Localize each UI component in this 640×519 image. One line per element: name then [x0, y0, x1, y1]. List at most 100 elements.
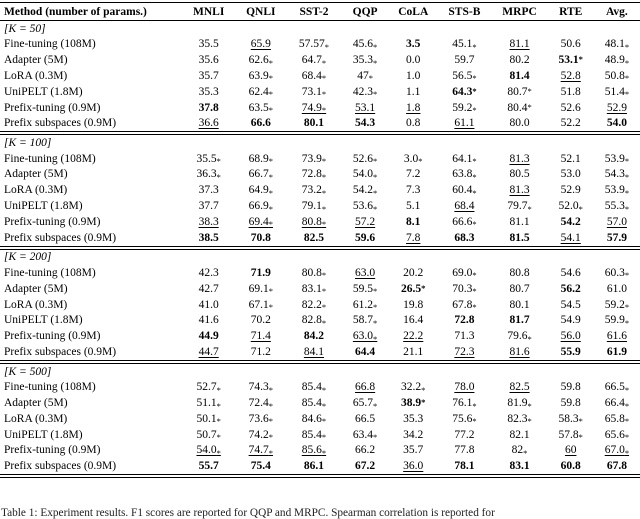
table-row: LoRA (0.3M) 37.3 64.9* 73.2* 54.2* 7.3 60.4* 81…: [0, 182, 640, 198]
score-cell: 61.0: [594, 281, 640, 297]
score-cell: 36.6: [183, 115, 235, 131]
column-header-mnli: MNLI: [182, 2, 235, 21]
cell-value: 75.6*: [452, 412, 477, 427]
score-cell: 52.6: [548, 100, 594, 116]
section-label: [K = 100]: [4, 137, 52, 150]
subscript-star: *: [216, 156, 221, 167]
section-row: [K = 500]: [0, 364, 640, 380]
cell-value: 81.1: [509, 215, 530, 228]
column-header-rte: RTE: [547, 2, 594, 21]
table-row: Fine-tuning (108M) 35.5* 68.9* 73.9* 52.6* 3.…: [0, 151, 640, 167]
subscript-star: *: [624, 400, 630, 411]
subscript-star: *: [523, 447, 528, 458]
double-rule-line: [0, 359, 640, 364]
score-cell: 73.9*: [287, 151, 341, 167]
cell-value: 42.7: [198, 282, 219, 295]
score-cell: 50.6: [548, 37, 594, 53]
cell-value: 77.8: [454, 444, 475, 457]
table-row: Adapter (5M) 42.7 69.1* 83.1* 59.5* 26.5* 70.3…: [0, 281, 640, 297]
cell-value: 66.5: [355, 412, 376, 425]
cell-value: 35.6: [198, 54, 219, 67]
table-row: Prefix subspaces (0.9M) 44.7 71.2 84.1 64.4 2…: [0, 344, 640, 360]
subscript-star: *: [216, 400, 221, 411]
score-cell: 38.5: [183, 230, 235, 246]
cell-value: 50.8*: [604, 69, 630, 84]
subscript-star: *: [321, 105, 327, 116]
table-row: Prefix subspaces (0.9M) 36.6 66.6 80.1 54.3 0…: [0, 115, 640, 131]
cell-value: 35.5*: [196, 152, 221, 167]
score-cell: 80.5: [491, 167, 547, 183]
score-cell: 83.1*: [287, 281, 341, 297]
score-cell: 59.8: [548, 395, 594, 411]
cell-value: 63.0: [355, 266, 376, 279]
score-cell: 35.7: [183, 68, 235, 84]
subscript-star: *: [368, 73, 373, 84]
cell-value: 52.1: [560, 152, 581, 165]
score-cell: 80.8*: [287, 214, 341, 230]
score-cell: 65.6*: [594, 427, 640, 443]
score-cell: 44.7: [183, 344, 235, 360]
cell-value: 8.1: [406, 215, 421, 228]
subscript-star: *: [321, 89, 327, 100]
method-label: Prefix subspaces (0.9M): [4, 460, 117, 473]
cell-value: 50.7*: [196, 428, 221, 443]
cell-value: 44.7: [198, 345, 219, 358]
score-cell: 74.9*: [287, 100, 341, 116]
cell-value: 75.4: [250, 460, 271, 473]
cell-value: 38.3: [198, 215, 219, 228]
subscript-star: *: [373, 203, 378, 214]
cell-value: 45.6*: [352, 38, 378, 52]
score-cell: 52.2: [548, 115, 594, 131]
method-label: Prefix-tuning (0.9M): [4, 330, 101, 343]
score-cell: 42.3*: [341, 84, 389, 100]
cell-value: 61.6: [606, 330, 627, 343]
cell-value: 64.9*: [248, 184, 273, 198]
table-row: UniPELT (1.8M) 41.6 70.2 82.8* 58.7* 16.4 72.8…: [0, 312, 640, 328]
cell-value: 67.1*: [248, 298, 273, 313]
cell-value: 57.9: [606, 231, 627, 244]
cell-value: 55.3*: [604, 200, 630, 214]
subscript-star: *: [578, 416, 583, 427]
cell-value: 80.4*: [507, 101, 532, 114]
subscript-star: *: [624, 447, 630, 458]
method-label: Fine-tuning (108M): [4, 266, 96, 279]
subscript-star: *: [373, 302, 378, 313]
cell-value: 80.1: [303, 117, 325, 130]
score-cell: 57.2: [341, 214, 389, 230]
score-cell: 65.7*: [341, 395, 389, 411]
cell-value: 80.2: [509, 54, 530, 67]
cell-value: 36.3*: [196, 168, 221, 182]
cell-value: 26.5*: [401, 282, 426, 295]
score-cell: 75.6*: [437, 411, 491, 427]
score-cell: 81.6: [491, 344, 547, 360]
cell-value: 54.1: [560, 231, 581, 244]
cell-value: 53.6*: [352, 200, 378, 214]
score-cell: 69.0*: [437, 265, 491, 281]
score-cell: 80.7*: [491, 84, 547, 100]
cell-value: 50.6: [560, 38, 581, 51]
cell-value: 66.5*: [604, 381, 630, 395]
cell-value: 35.3*: [352, 54, 378, 68]
cell-value: 20.2: [403, 266, 424, 279]
subscript-star: *: [624, 317, 630, 328]
score-cell: 60: [548, 443, 594, 459]
score-cell: 81.7: [491, 312, 547, 328]
score-cell: 82.1: [491, 427, 547, 443]
section-label: [K = 200]: [4, 251, 52, 264]
score-cell: 81.3: [491, 151, 547, 167]
table-row: Adapter (5M) 35.6 62.6* 64.7* 35.3* 0.0 59.7 80…: [0, 52, 640, 68]
subscript-star: *: [373, 57, 378, 68]
column-header-qqp: QQP: [341, 2, 390, 21]
cell-value: 51.4*: [604, 85, 630, 100]
subscript-star: *: [472, 286, 477, 297]
method-label: Prefix subspaces (0.9M): [4, 117, 117, 130]
score-cell: 82.5: [491, 379, 547, 395]
cell-value: 74.3*: [248, 381, 273, 395]
superscript-star: *: [578, 54, 583, 65]
score-cell: 61.1: [437, 115, 491, 131]
score-cell: 80.7: [491, 281, 547, 297]
score-cell: 68.4: [437, 198, 491, 214]
cell-value: 68.9*: [248, 152, 273, 167]
column-header-avg: Avg.: [593, 2, 640, 21]
score-cell: 78.1: [437, 458, 491, 474]
